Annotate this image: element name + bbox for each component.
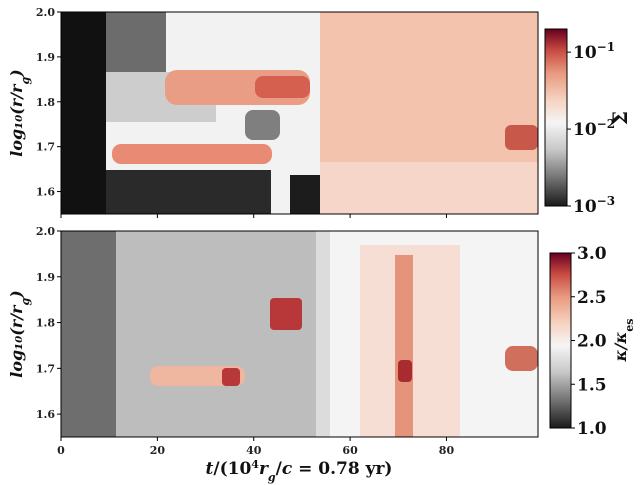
y-tick-label: 1.8 [36,317,55,330]
bottom-left-dark [61,231,116,437]
bottom-panel [60,230,539,438]
colorbar-tick-label: 2.5 [577,288,607,308]
y-tick-label: 1.7 [36,141,55,154]
tick-marks-and-labels: 1.6 1.7 1.8 1.9 2.0 10−3 10−2 10−1 1.6 1.7 1.8 1.9 2… [36,6,615,457]
y-tick-label: 1.7 [36,362,55,375]
top-outer-red-region [320,12,538,162]
y-tick-label: 1.6 [36,408,55,421]
top-panel [60,11,539,215]
bottom-red-streak [395,255,413,437]
top-mid-dark-spot [245,110,280,140]
x-tick-label: 20 [150,444,166,457]
y-tick-label: 2.0 [36,225,55,238]
top-right-red-spot [505,125,538,150]
bottom-red-spot-1 [270,298,302,330]
top-lower-dark [106,170,271,214]
colorbar-tick-label: 1.0 [577,419,607,439]
x-tick-label: 60 [342,444,358,457]
bottom-y-axis-label: log₁₀(r/rg) [7,290,32,378]
top-colorbar-label: Σ [608,111,632,125]
x-tick-label: 0 [57,444,65,457]
y-tick-label: 2.0 [36,6,55,19]
colorbar-tick-label: 3.0 [577,244,607,264]
y-tick-label: 1.9 [36,271,55,284]
bottom-colorbar [549,252,572,429]
bottom-band-left [150,366,245,386]
top-upper-band-peak [255,76,310,98]
top-left-dark-upper [106,12,166,72]
top-outer-red-lower [320,162,538,214]
top-colorbar [544,28,568,207]
colorbar-tick-label: 10−2 [573,117,615,140]
bottom-frame [60,230,539,438]
top-inner-disk-dark-region [61,12,106,214]
y-tick-label: 1.8 [36,96,55,109]
y-tick-label: 1.6 [36,186,55,199]
x-tick-label: 80 [439,444,455,457]
top-frame [60,11,539,215]
bottom-red-spot-2 [398,360,412,382]
bottom-right-band [505,346,538,371]
top-y-axis-label: log₁₀(r/rg) [7,69,32,157]
top-lower-band [112,144,272,164]
x-tick-label: 40 [246,444,262,457]
x-axis-label: t/(104rg/c = 0.78 yr) [206,458,393,484]
bottom-band-spot [222,368,240,386]
bottom-colorbar-label: κ/κes [611,318,636,362]
colorbar-tick-label: 10−3 [573,194,615,217]
y-tick-label: 1.9 [36,51,55,64]
colorbar-tick-label: 10−1 [573,40,615,63]
colorbar-tick-label: 2.0 [577,332,607,352]
bottom-mid-gray [116,231,316,437]
colorbar-tick-label: 1.5 [577,375,607,395]
